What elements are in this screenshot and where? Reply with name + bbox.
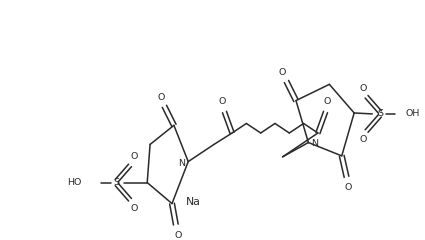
Text: O: O <box>279 68 286 78</box>
Text: S: S <box>114 178 120 187</box>
Text: O: O <box>324 97 331 106</box>
Text: O: O <box>345 183 352 192</box>
Text: O: O <box>130 152 138 161</box>
Text: N: N <box>312 139 319 148</box>
Text: O: O <box>359 135 366 144</box>
Text: N: N <box>178 159 185 168</box>
Text: O: O <box>130 204 138 213</box>
Text: OH: OH <box>405 109 420 118</box>
Text: O: O <box>219 97 226 106</box>
Text: S: S <box>377 109 383 118</box>
Text: O: O <box>158 93 165 102</box>
Text: Na: Na <box>186 197 201 207</box>
Text: O: O <box>359 84 366 93</box>
Text: HO: HO <box>67 178 82 187</box>
Text: O: O <box>174 231 181 240</box>
